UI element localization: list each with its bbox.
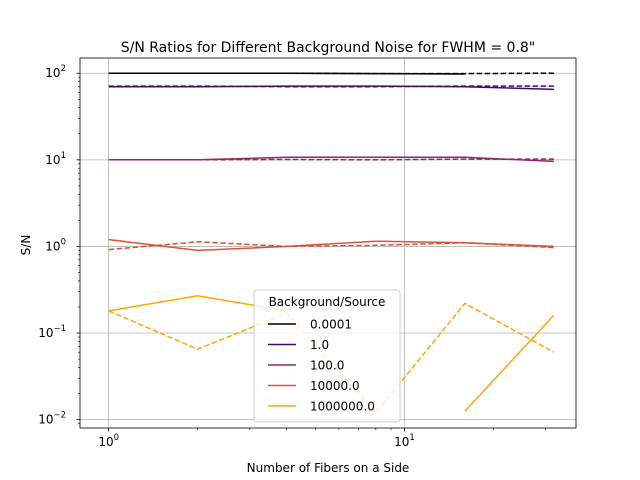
plot-frame bbox=[79, 57, 577, 429]
legend-entry-1000000.0: 1000000.0 bbox=[310, 400, 375, 414]
series-line-solid-1.0 bbox=[108, 85, 554, 91]
legend-entry-100.0: 100.0 bbox=[310, 359, 344, 373]
legend-entry-1.0: 1.0 bbox=[310, 338, 329, 352]
legend: Background/Source 0.0001 1.0 100.0 10000.0 10… bbox=[253, 289, 401, 423]
legend-entry-10000.0: 10000.0 bbox=[310, 379, 360, 393]
series-line-solid-10000.0 bbox=[108, 238, 554, 252]
series-line-solid-1000000.0 bbox=[464, 314, 555, 412]
legend-box bbox=[253, 289, 401, 423]
legend-title: Background/Source bbox=[269, 295, 386, 309]
chart-title: S/N Ratios for Different Background Nois… bbox=[121, 40, 536, 56]
legend-entry-0.0001: 0.0001 bbox=[310, 318, 352, 332]
y-axis-label: S/N bbox=[19, 235, 33, 256]
series-line-solid-0.0001 bbox=[108, 72, 465, 75]
x-axis-label: Number of Fibers on a Side bbox=[247, 461, 410, 475]
series-line-solid-100.0 bbox=[108, 156, 554, 163]
